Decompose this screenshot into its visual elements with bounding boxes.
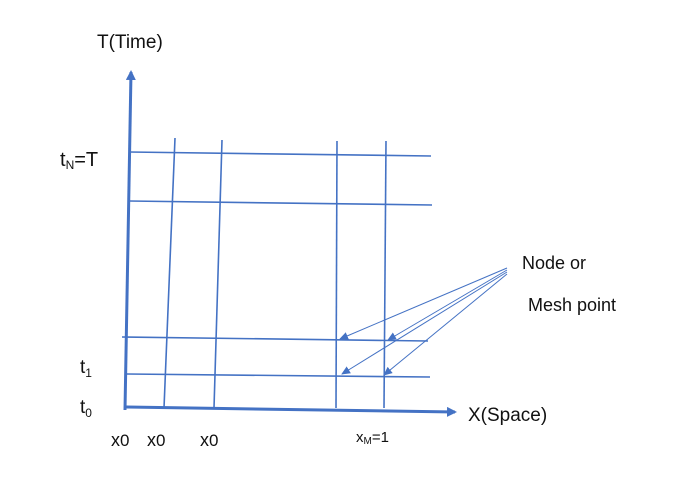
pointer-line: [383, 273, 508, 376]
grid-line-x3: [335, 140, 338, 409]
tick-label-x0-a-main: x: [111, 430, 120, 450]
tick-label-tN-sub: N: [66, 158, 75, 172]
tick-label-xM-rest: =1: [372, 429, 389, 446]
vertical-grid-lines: [163, 137, 387, 409]
grid-line-t2: [121, 336, 429, 342]
tick-label-xM: xM=1: [356, 429, 389, 447]
tick-label-xM-sub: M: [364, 436, 372, 447]
tick-label-tN-main: t: [60, 149, 66, 171]
space-axis: [124, 405, 457, 417]
time-axis: [123, 70, 136, 411]
grid-line-t-upper: [128, 200, 433, 206]
tick-label-t1-sub: 1: [85, 366, 92, 380]
tick-label-x0-c: x0: [200, 430, 218, 450]
horizontal-grid-lines: [121, 151, 433, 378]
space-axis-label: X(Space): [468, 405, 547, 426]
tick-label-t0-main: t: [80, 397, 86, 418]
tick-label-x0-c-main: x: [200, 430, 209, 450]
tick-label-t0: t0: [80, 397, 92, 420]
tick-label-x0-b: x0: [147, 430, 165, 450]
grid-line-tN: [128, 151, 432, 157]
tick-label-x0-a: x0: [111, 430, 129, 450]
grid-line-x1: [163, 137, 176, 409]
grid-line-x2: [213, 139, 223, 409]
tick-label-tN-rest: =T: [74, 149, 98, 171]
tick-label-x0-b-main: x: [147, 430, 156, 450]
pointer-line: [387, 269, 508, 341]
tick-label-t0-sub: 0: [85, 406, 92, 420]
tick-label-x0-b-sub: 0: [156, 431, 165, 450]
tick-label-t1: t1: [80, 357, 92, 380]
tick-label-x0-a-sub: 0: [120, 431, 129, 450]
tick-label-tN: tN=T: [60, 149, 98, 172]
grid-line-xM: [383, 140, 387, 409]
node-annotation-line2: Mesh point: [528, 295, 616, 315]
tick-label-t1-main: t: [80, 357, 86, 378]
node-pointers: [339, 267, 508, 376]
pointer-line: [341, 271, 508, 375]
tick-label-x0-c-sub: 0: [209, 431, 218, 450]
node-annotation-line1: Node or: [522, 253, 586, 273]
time-axis-label: T(Time): [97, 32, 163, 53]
grid-line-t1: [126, 373, 431, 378]
tick-label-xM-main: x: [356, 429, 364, 446]
pointer-line: [339, 267, 508, 340]
